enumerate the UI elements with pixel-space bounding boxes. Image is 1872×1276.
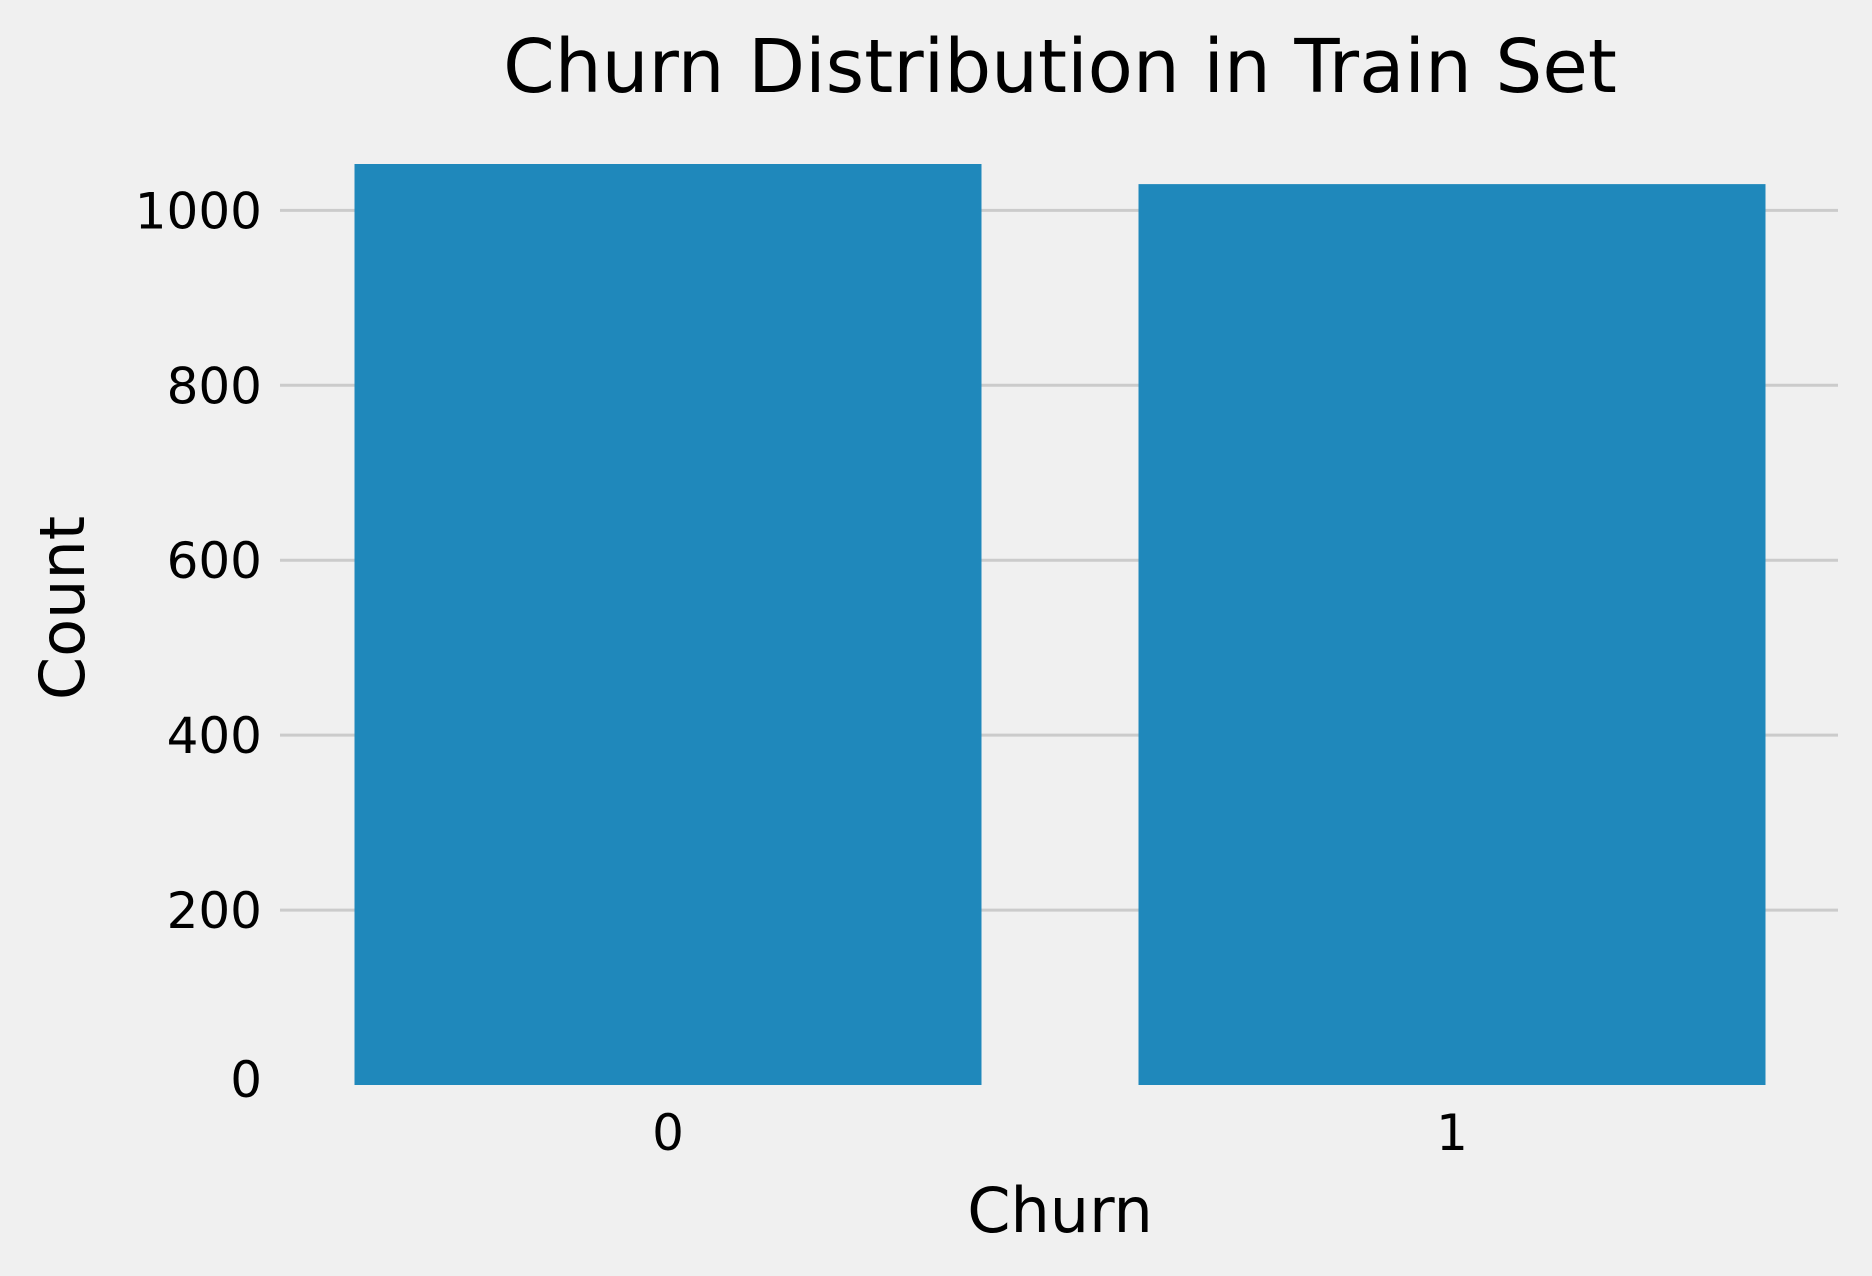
bar-churn-1 bbox=[1138, 184, 1766, 1085]
chart-title: Churn Distribution in Train Set bbox=[503, 24, 1617, 110]
bar-churn-0 bbox=[354, 164, 982, 1085]
y-tick-label: 600 bbox=[167, 532, 262, 590]
x-axis-label: Churn bbox=[967, 1174, 1153, 1247]
y-tick-label: 1000 bbox=[135, 182, 262, 240]
x-tick-label: 0 bbox=[652, 1104, 684, 1162]
bars bbox=[354, 164, 1766, 1085]
y-tick-label: 400 bbox=[167, 707, 262, 765]
y-tick-label: 800 bbox=[167, 357, 262, 415]
y-axis-label: Count bbox=[26, 516, 99, 700]
y-tick-labels: 0 200 400 600 800 1000 bbox=[135, 182, 262, 1109]
y-tick-label: 0 bbox=[230, 1051, 262, 1109]
y-tick-label: 200 bbox=[167, 882, 262, 940]
x-tick-label: 1 bbox=[1436, 1104, 1468, 1162]
